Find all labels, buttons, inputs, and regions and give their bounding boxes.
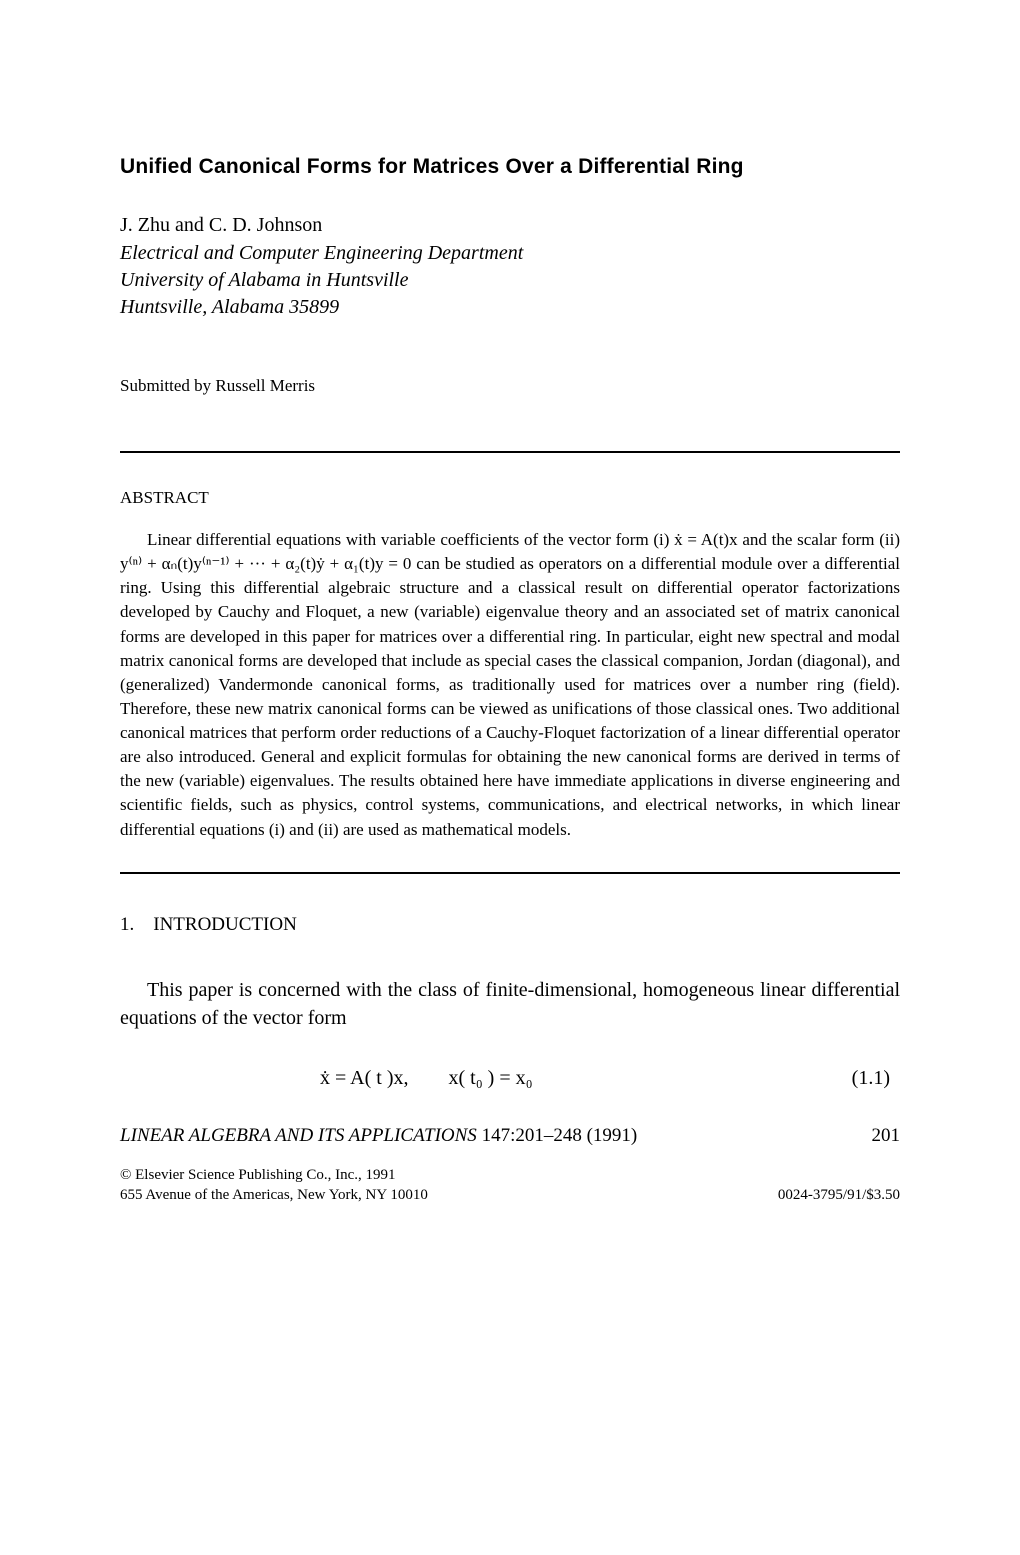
issn-price: 0024-3795/91/$3.50: [778, 1185, 900, 1205]
paper-title: Unified Canonical Forms for Matrices Ove…: [120, 155, 900, 179]
journal-issue: 147:201–248 (1991): [477, 1125, 637, 1146]
section-heading: 1. INTRODUCTION: [120, 914, 900, 936]
equation-number: (1.1): [852, 1067, 900, 1090]
body-paragraph: This paper is concerned with the class o…: [120, 976, 900, 1032]
abstract-body: Linear differential equations with varia…: [120, 528, 900, 842]
publisher-address: 655 Avenue of the Americas, New York, NY…: [120, 1185, 428, 1205]
authors: J. Zhu and C. D. Johnson: [120, 214, 900, 237]
copyright: © Elsevier Science Publishing Co., Inc.,…: [120, 1165, 900, 1185]
equation-row: ẋ = A( t )x, x( t₀ ) = x₀ (1.1): [120, 1067, 900, 1090]
footer-small: © Elsevier Science Publishing Co., Inc.,…: [120, 1165, 900, 1206]
footer-journal: LINEAR ALGEBRA AND ITS APPLICATIONS 147:…: [120, 1125, 900, 1147]
page-number: 201: [872, 1125, 901, 1147]
horizontal-rule-top: [120, 451, 900, 453]
affiliation-line-2: University of Alabama in Huntsville: [120, 269, 409, 291]
abstract-heading: ABSTRACT: [120, 488, 900, 508]
journal-name: LINEAR ALGEBRA AND ITS APPLICATIONS: [120, 1125, 477, 1146]
affiliation: Electrical and Computer Engineering Depa…: [120, 240, 900, 321]
affiliation-line-1: Electrical and Computer Engineering Depa…: [120, 242, 523, 264]
affiliation-line-3: Huntsville, Alabama 35899: [120, 296, 339, 318]
equation: ẋ = A( t )x, x( t₀ ) = x₀: [320, 1067, 852, 1090]
submitted-by: Submitted by Russell Merris: [120, 376, 900, 396]
horizontal-rule-bottom: [120, 872, 900, 874]
